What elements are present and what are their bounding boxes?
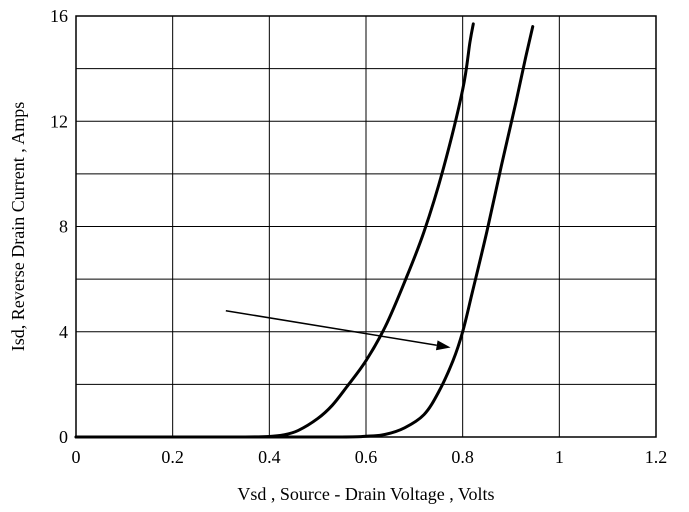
- x-tick-label: 0.6: [355, 447, 378, 467]
- annotation-arrow-head: [435, 340, 451, 351]
- x-tick-label: 0.4: [258, 447, 281, 467]
- x-axis-title: Vsd , Source - Drain Voltage , Volts: [237, 484, 494, 504]
- y-tick-label: 4: [59, 322, 68, 342]
- x-tick-label: 0.2: [161, 447, 184, 467]
- y-axis-title: Isd, Reverse Drain Current , Amps: [8, 102, 28, 351]
- grid: [76, 16, 656, 437]
- y-tick-label: 8: [59, 217, 68, 237]
- y-tick-label: 0: [59, 427, 68, 447]
- tick-labels: 0 0.2 0.4 0.6 0.8 1 1.2 0 4 8 12 16: [50, 6, 667, 467]
- curves: [74, 22, 535, 439]
- plot-frame: [75, 15, 657, 438]
- x-tick-label: 1: [555, 447, 564, 467]
- annotations: [225, 309, 451, 351]
- x-tick-label: 1.2: [645, 447, 668, 467]
- x-tick-label: 0.8: [451, 447, 474, 467]
- series-line-1: [74, 22, 475, 439]
- x-tick-label: 0: [72, 447, 81, 467]
- y-tick-label: 12: [50, 111, 68, 131]
- annotation-arrow-shaft: [225, 309, 437, 347]
- y-tick-label: 16: [50, 6, 68, 26]
